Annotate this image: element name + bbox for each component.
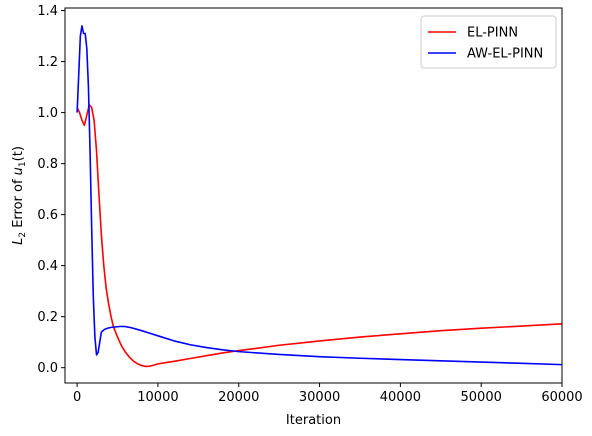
y-tick-label: 1.4 <box>37 4 58 19</box>
series-line-el-pinn <box>76 104 563 368</box>
x-tick-label: 30000 <box>299 390 340 405</box>
series-line-aw-el-pinn <box>76 25 563 366</box>
x-tick-label: 20000 <box>218 390 259 405</box>
y-tick-label: 1.0 <box>37 106 58 121</box>
y-tick-label: 0.8 <box>37 157 58 172</box>
legend: EL-PINN AW-EL-PINN <box>420 15 557 69</box>
x-tick-label: 10000 <box>137 390 178 405</box>
y-tick-label: 0.6 <box>37 208 58 223</box>
x-tick-label: 50000 <box>461 390 502 405</box>
x-tick-label: 60000 <box>541 390 582 405</box>
y-tick-label: 0.0 <box>37 361 58 376</box>
axes-frame <box>64 7 563 384</box>
x-axis: 0 10000 20000 30000 40000 50000 60000 <box>73 383 583 405</box>
y-tick-label: 0.4 <box>37 259 58 274</box>
legend-box <box>420 15 557 69</box>
y-axis: 0.0 0.2 0.4 0.6 0.8 1.0 1.2 1.4 <box>37 4 65 376</box>
y-tick-label: 1.2 <box>37 55 58 70</box>
x-axis-label: Iteration <box>286 413 341 428</box>
plot-lines <box>76 25 563 368</box>
x-tick-label: 0 <box>73 390 81 405</box>
legend-label-el-pinn: EL-PINN <box>467 26 518 41</box>
x-tick-label: 40000 <box>380 390 421 405</box>
y-axis-label: L2 Error of u1(t) <box>11 146 28 245</box>
legend-label-aw-el-pinn: AW-EL-PINN <box>467 47 543 62</box>
y-tick-label: 0.2 <box>37 310 58 325</box>
